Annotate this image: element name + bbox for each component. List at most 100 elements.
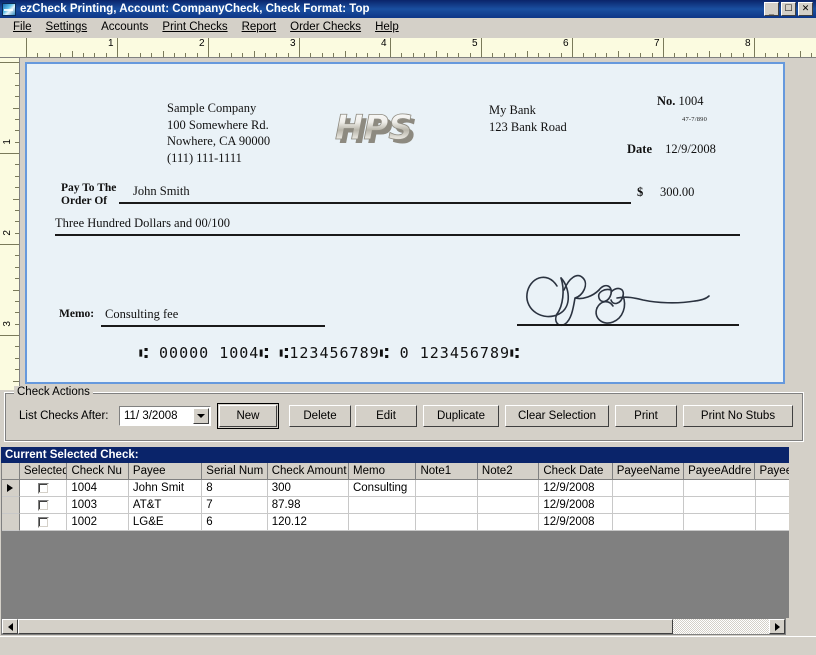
menu-settings-label: Settings [45,21,88,33]
ruler-tick [15,369,19,371]
grid-cell-check-num[interactable]: 1002 [67,514,129,531]
grid-horizontal-scrollbar[interactable] [1,618,786,635]
grid-cell-payee[interactable]: LG&E [128,514,203,531]
grid-cell-selected[interactable] [19,480,68,497]
grid-cell-memo[interactable]: Consulting [348,480,417,497]
grid-column-header-payeeaddre[interactable]: PayeeAddre [684,463,756,480]
chevron-down-icon[interactable] [193,408,209,424]
scroll-right-icon[interactable] [769,619,785,634]
menu-print-checks[interactable]: Print Checks [155,19,234,35]
ruler-tick [390,38,391,57]
duplicate-button[interactable]: Duplicate [423,405,499,427]
menu-file[interactable]: File [6,19,39,35]
grid-cell-note2[interactable] [477,514,540,531]
restore-button[interactable]: ☐ [781,2,796,16]
grid-column-header-selected[interactable]: Selected [19,463,68,480]
print-no-stubs-button[interactable]: Print No Stubs [683,405,793,427]
grid-column-header-serial-num[interactable]: Serial Num [202,463,268,480]
memo-label: Memo: [59,308,95,320]
close-button[interactable]: ✕ [798,2,813,16]
ruler-tick [458,53,460,57]
grid-column-header-check-amount[interactable]: Check Amount [267,463,350,480]
grid-cell-amount[interactable]: 300 [267,480,349,497]
grid-cell-serial[interactable]: 7 [202,497,268,514]
grid-cell-amount[interactable]: 87.98 [267,497,349,514]
menu-accounts[interactable]: Accounts [94,19,155,35]
check-design-area[interactable]: Sample Company 100 Somewhere Rd. Nowhere… [20,58,816,449]
menu-help[interactable]: Help [368,19,406,35]
grid-cell-check-date[interactable]: 12/9/2008 [539,480,613,497]
grid-cell-serial[interactable]: 8 [202,480,268,497]
date-value: 12/9/2008 [665,142,716,156]
menu-settings[interactable]: Settings [39,19,95,35]
ruler-tick [788,53,790,57]
grid-cell-selected[interactable] [19,514,68,531]
grid-column-header-payee[interactable]: Payee [128,463,203,480]
grid-column-header-check-date[interactable]: Check Date [539,463,613,480]
row-selector[interactable] [2,480,20,497]
check-actions-label: Check Actions [14,386,93,398]
company-name: Sample Company [167,101,257,115]
grid-cell-memo[interactable] [348,497,417,514]
grid-cell-check-num[interactable]: 1003 [67,497,129,514]
row-selected-checkbox[interactable] [37,482,49,494]
grid-body[interactable]: 1004 John Smit 8 300 Consulting 12/9/2008 1003… [2,480,815,531]
edit-button[interactable]: Edit [355,405,417,427]
row-selector[interactable] [2,497,20,514]
grid-cell-check-date[interactable]: 12/9/2008 [539,497,613,514]
ruler-tick [697,53,699,57]
grid-cell-payee[interactable]: AT&T [128,497,203,514]
grid-cell-check-date[interactable]: 12/9/2008 [539,514,613,531]
grid-cell-note1[interactable] [416,480,478,497]
check-preview[interactable]: Sample Company 100 Somewhere Rd. Nowhere… [25,62,785,384]
ruler-tick [685,53,687,57]
grid-column-header-check-nu[interactable]: Check Nu [67,463,129,480]
ruler-tick [15,346,19,348]
table-row[interactable]: 1002 LG&E 6 120.12 12/9/2008 [2,514,815,531]
grid-cell-payee-name[interactable] [612,480,685,497]
menu-report[interactable]: Report [235,19,284,35]
grid-column-header-note1[interactable]: Note1 [416,463,478,480]
svg-text:HPS: HPS [335,108,413,148]
grid-cell-payee[interactable]: John Smit [128,480,203,497]
checks-grid[interactable]: Selected Check Nu Payee Serial Num Check Amo… [1,463,815,618]
grid-cell-serial[interactable]: 6 [202,514,268,531]
grid-cell-payee-addr[interactable] [684,514,756,531]
minimize-button[interactable]: _ [764,2,779,16]
grid-cell-check-num[interactable]: 1004 [67,480,129,497]
table-row[interactable]: 1003 AT&T 7 87.98 12/9/2008 [2,497,815,514]
window-controls: _ ☐ ✕ [764,2,813,16]
row-selector[interactable] [2,514,20,531]
ruler-tick [572,38,573,57]
grid-cell-note2[interactable] [477,497,540,514]
list-checks-after-datepicker[interactable]: 11/ 3/2008 [119,406,211,426]
grid-cell-payee-addr[interactable] [684,497,756,514]
grid-cell-payee-name[interactable] [612,497,685,514]
row-selected-checkbox[interactable] [37,516,49,528]
print-button[interactable]: Print [615,405,677,427]
grid-column-header-note2[interactable]: Note2 [477,463,540,480]
ruler-label: 6 [563,38,569,49]
ruler-tick [0,335,19,336]
grid-cell-note2[interactable] [477,480,540,497]
grid-column-header-payeename[interactable]: PayeeName [612,463,685,480]
new-button[interactable]: New [217,403,279,429]
table-row[interactable]: 1004 John Smit 8 300 Consulting 12/9/2008 [2,480,815,497]
grid-cell-note1[interactable] [416,514,478,531]
grid-cell-payee-name[interactable] [612,514,685,531]
grid-right-gutter [789,447,816,636]
row-selected-checkbox[interactable] [37,499,49,511]
grid-cell-selected[interactable] [19,497,68,514]
grid-column-header-memo[interactable]: Memo [349,463,417,480]
grid-cell-amount[interactable]: 120.12 [267,514,349,531]
ruler-tick [15,118,19,120]
clear-selection-button[interactable]: Clear Selection [505,405,609,427]
grid-cell-payee-addr[interactable] [684,480,756,497]
scrollbar-thumb[interactable] [18,619,673,634]
grid-cell-memo[interactable] [348,514,417,531]
scroll-left-icon[interactable] [2,619,18,634]
delete-button[interactable]: Delete [289,405,351,427]
grid-cell-note1[interactable] [416,497,478,514]
menu-order-checks[interactable]: Order Checks [283,19,368,35]
scrollbar-track[interactable] [673,619,769,634]
